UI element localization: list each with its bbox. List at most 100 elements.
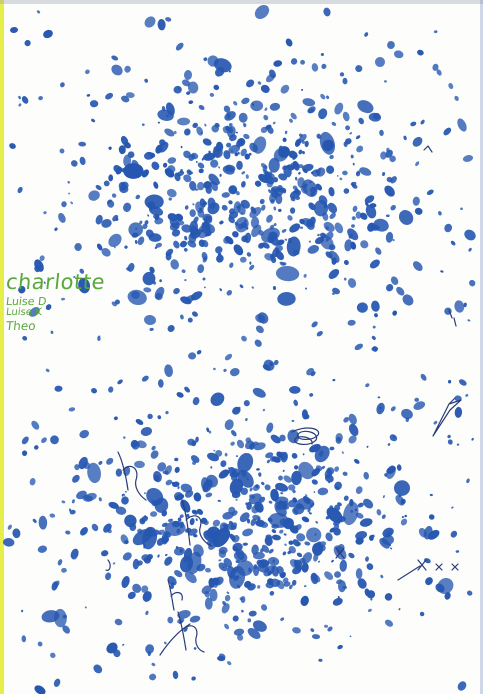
ink-dot: [257, 564, 270, 573]
ink-dot: [257, 81, 262, 85]
ink-dot: [282, 262, 287, 266]
ink-dot: [296, 533, 306, 542]
ink-dot: [355, 512, 364, 519]
ink-dot: [7, 524, 12, 530]
ink-dot: [315, 183, 323, 191]
ink-dot: [279, 572, 286, 578]
ink-dot: [412, 136, 423, 147]
ink-dot: [130, 439, 138, 448]
ink-dot: [435, 583, 445, 593]
ink-dot: [261, 604, 268, 611]
pen-line-right: [397, 565, 421, 581]
ink-dot: [432, 63, 439, 71]
ink-dot: [215, 246, 223, 254]
ink-dot: [122, 552, 132, 561]
ink-dot: [454, 300, 465, 313]
ink-dot: [390, 276, 399, 285]
ink-dot: [356, 302, 368, 313]
ink-dot: [34, 259, 44, 272]
ink-dot: [290, 112, 297, 120]
ink-dot: [240, 256, 247, 263]
ink-dot: [345, 125, 351, 131]
ink-dot: [327, 202, 338, 214]
ink-dot: [173, 240, 180, 249]
ink-dot: [289, 207, 296, 214]
ink-dot: [185, 513, 190, 518]
ink-dot: [24, 39, 31, 47]
ink-dot: [131, 291, 140, 299]
ink-dot: [195, 518, 198, 521]
ink-dot: [348, 435, 357, 444]
ink-dot: [266, 422, 274, 433]
ink-dot: [296, 552, 303, 558]
ink-dot: [103, 523, 112, 533]
ink-dot: [334, 102, 344, 115]
ink-dot: [60, 297, 66, 301]
ink-dot: [86, 94, 91, 97]
ink-dot: [291, 470, 302, 486]
ink-dot: [301, 562, 309, 573]
ink-dot: [123, 202, 132, 212]
ink-dot: [288, 484, 296, 491]
ink-dot: [414, 397, 420, 402]
ink-dot: [179, 514, 184, 518]
ink-dot: [247, 618, 252, 623]
ink-dot: [334, 504, 341, 511]
ink-dot: [368, 112, 382, 122]
ink-dot: [272, 121, 276, 125]
ink-dot: [245, 174, 249, 179]
ink-dot: [244, 219, 247, 223]
ink-dot: [61, 500, 66, 504]
ink-dot: [196, 181, 205, 191]
ink-dot: [298, 133, 303, 137]
ink-dot: [34, 685, 46, 694]
ink-dot: [147, 214, 150, 217]
ink-dot: [260, 84, 270, 93]
ink-dot: [302, 552, 313, 564]
ink-dot: [392, 238, 395, 242]
ink-dot: [37, 545, 48, 553]
ink-dot: [9, 143, 16, 149]
ink-dot: [289, 189, 301, 199]
ink-dot: [113, 416, 118, 421]
ink-dot: [53, 608, 67, 628]
ink-dot: [189, 518, 195, 526]
ink-dot: [177, 610, 191, 619]
ink-dot: [173, 546, 185, 556]
ink-dot: [451, 506, 454, 509]
ink-dot: [229, 134, 237, 142]
ink-dot: [372, 325, 376, 329]
ink-dot: [70, 548, 79, 559]
ink-dot: [164, 553, 168, 557]
ink-dot: [229, 566, 246, 589]
ink-dot: [275, 482, 289, 492]
ink-dot: [237, 469, 254, 488]
ink-dot: [283, 533, 287, 536]
ink-dot: [121, 95, 130, 103]
ink-dot: [328, 187, 335, 197]
ink-dot: [355, 568, 363, 580]
ink-dot: [197, 209, 205, 218]
ink-dot: [363, 471, 369, 480]
ink-dot: [21, 450, 28, 456]
ink-dot: [242, 528, 254, 537]
ink-dot: [232, 615, 239, 622]
ink-dot: [171, 229, 181, 237]
ink-dot: [144, 16, 156, 28]
ink-dot: [307, 108, 315, 114]
ink-dot: [164, 168, 175, 178]
ink-dot: [167, 325, 175, 332]
ink-dot: [233, 628, 245, 636]
ink-dot: [339, 177, 343, 181]
ink-dot: [95, 214, 103, 225]
ink-dot: [300, 185, 308, 194]
ink-dot: [195, 436, 199, 443]
ink-dot: [466, 590, 473, 596]
ink-dot: [169, 584, 175, 590]
ink-dot: [308, 202, 316, 211]
ink-dot: [336, 579, 343, 584]
ink-dot: [254, 339, 262, 347]
ink-dot: [210, 392, 225, 406]
ink-dot: [240, 199, 250, 209]
ink-dot: [221, 204, 228, 211]
